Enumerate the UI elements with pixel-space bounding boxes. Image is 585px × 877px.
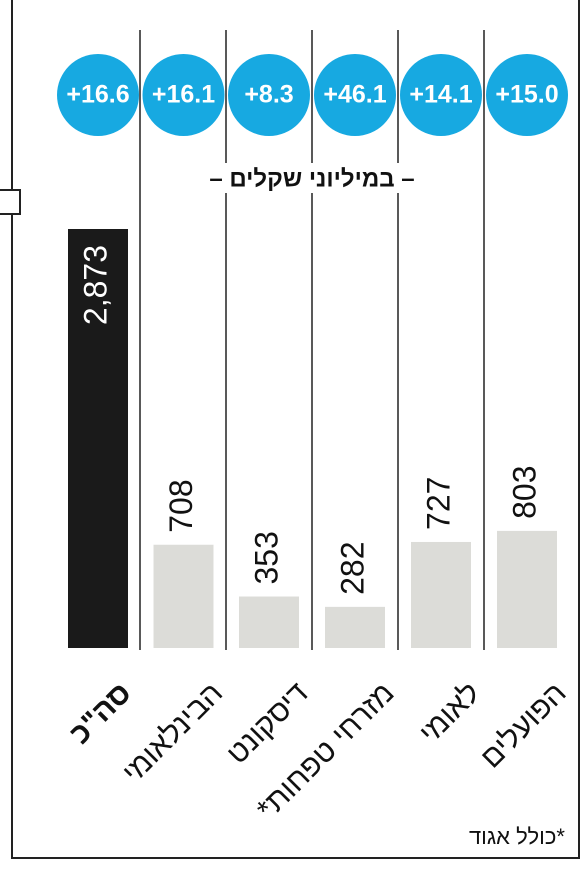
separators bbox=[139, 30, 485, 650]
change-label: +8.3 bbox=[244, 81, 293, 109]
change-badge bbox=[314, 54, 396, 136]
change-label: +14.1 bbox=[409, 81, 472, 109]
bar bbox=[497, 530, 557, 648]
subtitle: – במיליוני שקלים – bbox=[209, 165, 414, 192]
frame bbox=[11, 0, 580, 859]
change-badge bbox=[228, 54, 310, 136]
change-label: +16.1 bbox=[152, 81, 215, 109]
subtitle-bg bbox=[170, 163, 455, 193]
change-badge bbox=[57, 54, 139, 136]
value-label: 727 bbox=[420, 477, 456, 530]
change-label: +16.6 bbox=[66, 81, 129, 109]
bar bbox=[239, 596, 299, 648]
bar bbox=[153, 544, 214, 648]
bar bbox=[411, 541, 471, 648]
value-label: 2,873 bbox=[77, 245, 113, 325]
change-badge bbox=[142, 54, 225, 136]
bar bbox=[68, 229, 128, 648]
value-label: 803 bbox=[506, 465, 542, 518]
change-label: +15.0 bbox=[495, 81, 558, 109]
frame-tab bbox=[0, 189, 21, 215]
change-badge bbox=[400, 54, 482, 136]
category-label: הפועלים bbox=[474, 676, 572, 774]
value-label: 353 bbox=[248, 531, 284, 584]
bar bbox=[325, 606, 385, 648]
category-label: לאומי bbox=[413, 676, 486, 749]
value-label: 708 bbox=[163, 479, 199, 532]
value-label: 282 bbox=[334, 541, 370, 594]
category-label: הבינלאומי bbox=[116, 676, 229, 789]
change-badge bbox=[486, 54, 568, 136]
change-label: +46.1 bbox=[323, 81, 386, 109]
category-label: סה"כ bbox=[64, 676, 138, 750]
footnote: *כולל אגוד bbox=[469, 824, 565, 849]
